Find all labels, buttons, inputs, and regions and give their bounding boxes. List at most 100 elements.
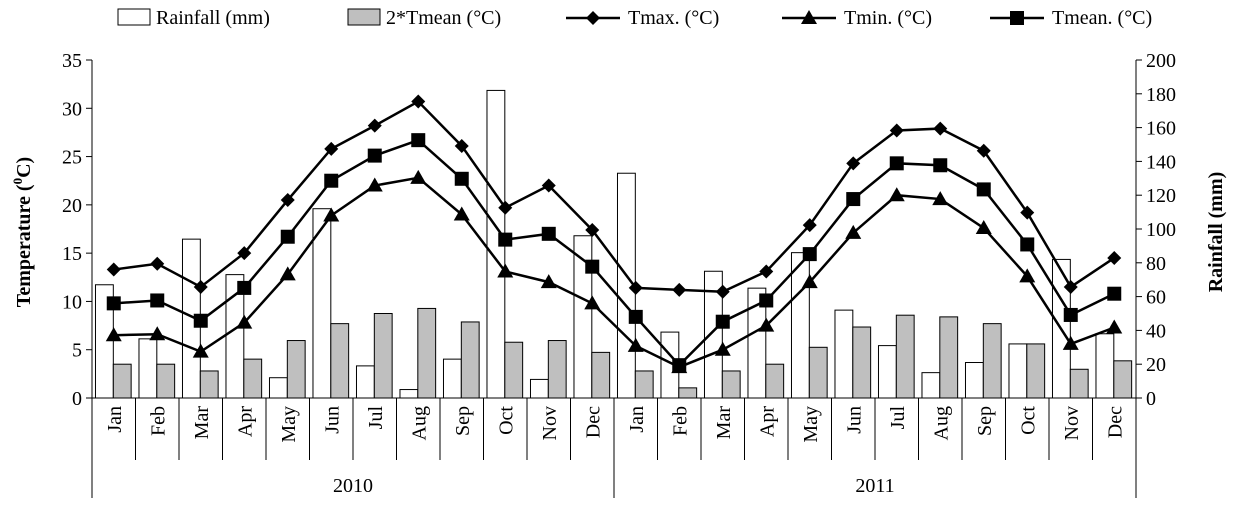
bar-two-tmean-7 <box>417 307 437 399</box>
point-tmax-6 <box>367 118 382 133</box>
x-tick-label-18: Jul <box>887 406 909 430</box>
bars <box>94 89 1133 399</box>
x-tick-label-12: Jan <box>626 406 648 433</box>
x-tick-label-14: Mar <box>713 406 735 440</box>
point-tmax-10 <box>541 178 556 193</box>
x-tick-label-21: Oct <box>1017 406 1039 435</box>
point-tmin-2 <box>192 343 209 358</box>
point-tmax-21 <box>1020 205 1035 220</box>
bar-two-tmean-23 <box>1113 360 1133 399</box>
y-left-axis-title-suffix: C) <box>13 157 35 178</box>
bar-two-tmean-20 <box>982 323 1002 399</box>
bar-two-tmean-5 <box>330 323 350 399</box>
y-left-tick-label-15: 15 <box>62 243 82 265</box>
y-left-tick-label-25: 25 <box>62 147 82 169</box>
y-left-axis-title-prefix: Temperature ( <box>13 184 35 307</box>
point-tmean-10 <box>541 226 556 241</box>
x-tick-label-3: Apr <box>234 406 256 437</box>
bar-two-tmean-2 <box>199 370 219 399</box>
point-tmean-8 <box>454 171 469 186</box>
point-tmean-15 <box>759 293 774 308</box>
point-tmin-11 <box>584 295 601 310</box>
point-tmin-22 <box>1062 335 1079 350</box>
point-tmin-15 <box>758 317 775 332</box>
y-right-tick-label-0: 0 <box>1146 388 1156 410</box>
y-right-tick-label-180: 180 <box>1146 84 1176 106</box>
legend-swatch-two-tmean <box>347 8 381 26</box>
x-tick-label-17: Jun <box>843 406 865 434</box>
point-tmin-4 <box>279 266 296 281</box>
bar-two-tmean-0 <box>112 363 132 399</box>
x-tick-label-10: Nov <box>539 406 561 440</box>
bar-two-tmean-18 <box>895 314 915 399</box>
y-left-axis-title: Temperature (0C) <box>10 157 35 307</box>
x-tick-label-9: Oct <box>495 406 517 435</box>
point-tmin-8 <box>453 206 470 221</box>
legend-marker-tmax <box>586 11 600 25</box>
y-right-tick-label-60: 60 <box>1146 287 1166 309</box>
point-tmin-10 <box>540 274 557 289</box>
point-tmean-23 <box>1107 286 1122 301</box>
point-tmax-17 <box>846 156 861 171</box>
y-right-tick-label-200: 200 <box>1146 50 1176 72</box>
bar-two-tmean-12 <box>634 370 654 399</box>
point-tmean-17 <box>846 192 861 207</box>
x-tick-label-16: May <box>800 406 822 443</box>
bar-rainfall-4 <box>268 377 288 399</box>
year-label-2010: 2010 <box>333 475 373 497</box>
legend-label-rainfall: Rainfall (mm) <box>156 7 270 29</box>
point-tmax-16 <box>802 218 817 233</box>
x-tick-label-4: May <box>278 406 300 443</box>
x-tick-label-8: Sep <box>452 406 474 436</box>
x-tick-label-11: Dec <box>582 406 604 438</box>
bar-two-tmean-8 <box>460 321 480 399</box>
point-tmin-19 <box>932 191 949 206</box>
y-right-tick-label-40: 40 <box>1146 320 1166 342</box>
point-tmean-13 <box>672 358 687 373</box>
point-tmin-6 <box>366 177 383 192</box>
x-tick-label-23: Dec <box>1104 406 1126 438</box>
y-left-tick-label-30: 30 <box>62 98 82 120</box>
point-tmax-0 <box>106 262 121 277</box>
line-tmin <box>113 176 1115 369</box>
bar-two-tmean-10 <box>547 340 567 399</box>
line-tmean <box>113 138 1115 367</box>
point-tmax-13 <box>672 282 687 297</box>
legend: Rainfall (mm) 2*Tmean (°C) Tmax. (°C) Tmin.… <box>117 7 1152 29</box>
point-tmean-2 <box>193 313 208 328</box>
legend-label-tmin: Tmin. (°C) <box>844 7 932 29</box>
x-tick-label-0: Jan <box>104 406 126 433</box>
x-tick-label-6: Jul <box>365 406 387 430</box>
point-tmean-21 <box>1020 237 1035 252</box>
bar-two-tmean-4 <box>286 340 306 399</box>
point-tmean-0 <box>106 296 121 311</box>
line-tmax <box>113 99 1115 294</box>
point-tmin-12 <box>627 337 644 352</box>
legend-label-tmax: Tmax. (°C) <box>628 7 719 29</box>
x-tick-label-13: Feb <box>669 406 691 436</box>
point-tmin-7 <box>410 169 427 184</box>
point-tmin-3 <box>236 314 253 329</box>
bar-two-tmean-13 <box>678 387 698 399</box>
bar-two-tmean-9 <box>504 341 524 399</box>
point-tmax-9 <box>498 200 513 215</box>
point-tmean-14 <box>715 314 730 329</box>
y-right-tick-label-160: 160 <box>1146 118 1176 140</box>
bar-two-tmean-21 <box>1026 343 1046 399</box>
point-tmax-8 <box>454 138 469 153</box>
point-tmax-12 <box>628 280 643 295</box>
y-right-tick-label-100: 100 <box>1146 219 1176 241</box>
bar-two-tmean-22 <box>1069 368 1089 399</box>
bar-two-tmean-16 <box>808 346 828 399</box>
bar-rainfall-16 <box>790 252 810 399</box>
point-tmax-14 <box>715 284 730 299</box>
point-tmax-5 <box>324 141 339 156</box>
point-tmax-7 <box>411 94 426 109</box>
bar-rainfall-20 <box>964 362 984 399</box>
bar-two-tmean-17 <box>852 326 872 399</box>
y-left-tick-label-20: 20 <box>62 195 82 217</box>
bar-two-tmean-3 <box>243 358 263 399</box>
point-tmin-1 <box>149 326 166 341</box>
point-tmin-17 <box>845 224 862 239</box>
x-tick-label-20: Sep <box>974 406 996 436</box>
